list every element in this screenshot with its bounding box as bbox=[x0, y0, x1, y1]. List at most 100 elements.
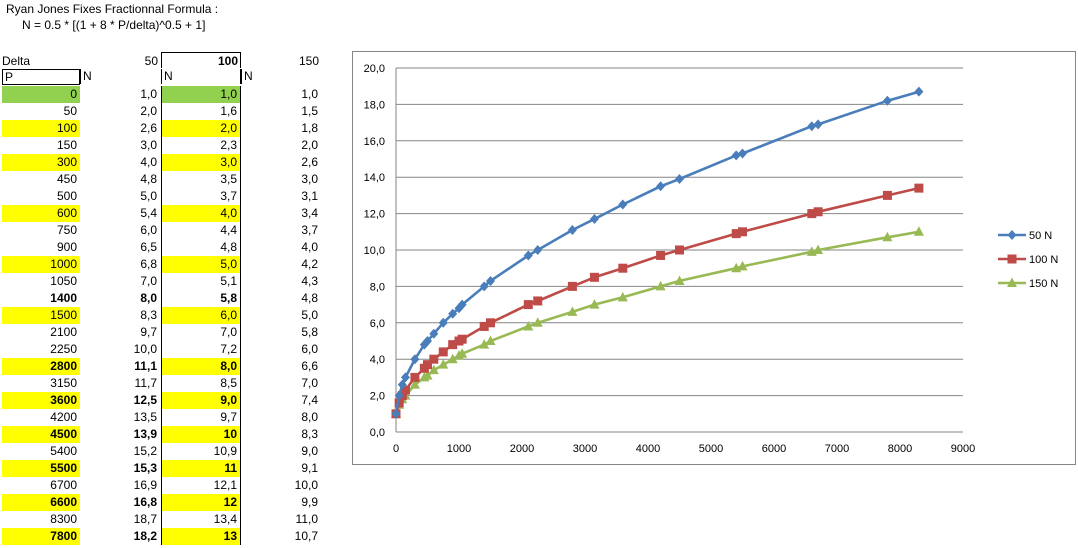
cell-p[interactable]: 3600 bbox=[2, 392, 80, 409]
cell-n-50[interactable]: 15,3 bbox=[133, 461, 157, 475]
cell-n-150[interactable]: 1,0 bbox=[301, 87, 318, 101]
cell-n-100[interactable]: 4,4 bbox=[161, 222, 241, 239]
cell-n-100[interactable]: 11 bbox=[161, 460, 241, 477]
cell-p[interactable]: 750 bbox=[56, 223, 77, 237]
cell-n-150[interactable]: 3,7 bbox=[301, 223, 318, 237]
cell-n-50[interactable]: 5,0 bbox=[140, 189, 157, 203]
cell-p[interactable]: 150 bbox=[56, 138, 77, 152]
cell-n-150[interactable]: 3,0 bbox=[301, 172, 318, 186]
cell-p[interactable]: 100 bbox=[2, 120, 80, 137]
cell-n-50[interactable]: 11,1 bbox=[134, 359, 157, 373]
cell-p[interactable]: 7800 bbox=[2, 528, 80, 545]
cell-n-50[interactable]: 6,5 bbox=[140, 240, 157, 254]
cell-n-50[interactable]: 8,0 bbox=[140, 291, 157, 305]
cell-n-50[interactable]: 13,9 bbox=[133, 427, 157, 441]
cell-p[interactable]: 900 bbox=[56, 240, 77, 254]
cell-n-50[interactable]: 16,8 bbox=[133, 495, 157, 509]
cell-n-50[interactable]: 4,0 bbox=[140, 155, 157, 169]
cell-n-150[interactable]: 5,8 bbox=[301, 325, 318, 339]
header-delta-150[interactable]: 150 bbox=[298, 54, 319, 68]
cell-n-50[interactable]: 18,2 bbox=[133, 529, 157, 543]
cell-n-100[interactable]: 1,0 bbox=[161, 86, 241, 103]
cell-n-150[interactable]: 2,0 bbox=[301, 138, 318, 152]
cell-n-50[interactable]: 6,8 bbox=[140, 257, 157, 271]
cell-n-150[interactable]: 9,9 bbox=[301, 495, 318, 509]
cell-n-100[interactable]: 13 bbox=[161, 528, 241, 545]
cell-p[interactable]: 8300 bbox=[50, 512, 77, 526]
header-delta-label[interactable]: Delta bbox=[2, 54, 31, 68]
cell-n-50[interactable]: 12,5 bbox=[133, 393, 157, 407]
cell-n-100[interactable]: 3,5 bbox=[161, 171, 241, 188]
header-delta-50[interactable]: 50 bbox=[144, 54, 158, 68]
subheader-n-150[interactable]: N bbox=[241, 69, 321, 84]
cell-p[interactable]: 2250 bbox=[50, 342, 77, 356]
header-delta-100[interactable]: 100 bbox=[161, 52, 241, 68]
cell-n-100[interactable]: 2,3 bbox=[161, 137, 241, 154]
cell-n-150[interactable]: 4,2 bbox=[301, 257, 318, 271]
cell-n-150[interactable]: 3,1 bbox=[301, 189, 318, 203]
cell-p[interactable]: 5400 bbox=[50, 444, 77, 458]
cell-n-150[interactable]: 4,8 bbox=[301, 291, 318, 305]
cell-n-100[interactable]: 3,0 bbox=[161, 154, 241, 171]
cell-p[interactable]: 2800 bbox=[2, 358, 80, 375]
cell-n-100[interactable]: 5,8 bbox=[161, 290, 241, 307]
cell-n-50[interactable]: 5,4 bbox=[140, 206, 157, 220]
cell-n-100[interactable]: 7,2 bbox=[161, 341, 241, 358]
cell-n-150[interactable]: 9,0 bbox=[301, 444, 318, 458]
cell-n-50[interactable]: 6,0 bbox=[140, 223, 157, 237]
cell-n-100[interactable]: 1,6 bbox=[161, 103, 241, 120]
cell-n-150[interactable]: 6,6 bbox=[301, 359, 318, 373]
cell-n-100[interactable]: 6,0 bbox=[161, 307, 241, 324]
cell-p[interactable]: 2100 bbox=[50, 325, 77, 339]
cell-n-50[interactable]: 1,0 bbox=[140, 87, 157, 101]
cell-n-50[interactable]: 2,0 bbox=[140, 104, 157, 118]
cell-p[interactable]: 1500 bbox=[2, 307, 80, 324]
cell-n-150[interactable]: 8,0 bbox=[301, 410, 318, 424]
cell-n-100[interactable]: 12,1 bbox=[161, 477, 241, 494]
cell-n-100[interactable]: 10 bbox=[161, 426, 241, 443]
cell-n-50[interactable]: 8,3 bbox=[140, 308, 157, 322]
cell-n-100[interactable]: 12 bbox=[161, 494, 241, 511]
cell-n-100[interactable]: 2,0 bbox=[161, 120, 241, 137]
cell-p[interactable]: 600 bbox=[2, 205, 80, 222]
cell-p[interactable]: 300 bbox=[2, 154, 80, 171]
cell-n-150[interactable]: 1,8 bbox=[301, 121, 318, 135]
cell-n-100[interactable]: 5,0 bbox=[161, 256, 241, 273]
cell-p[interactable]: 4500 bbox=[2, 426, 80, 443]
cell-n-150[interactable]: 7,0 bbox=[301, 376, 318, 390]
cell-n-100[interactable]: 8,0 bbox=[161, 358, 241, 375]
cell-n-100[interactable]: 5,1 bbox=[161, 273, 241, 290]
cell-n-100[interactable]: 9,0 bbox=[161, 392, 241, 409]
cell-n-100[interactable]: 4,8 bbox=[161, 239, 241, 256]
cell-n-100[interactable]: 7,0 bbox=[161, 324, 241, 341]
cell-n-50[interactable]: 18,7 bbox=[133, 512, 157, 526]
cell-p[interactable]: 1400 bbox=[50, 291, 77, 305]
cell-n-150[interactable]: 9,1 bbox=[301, 461, 318, 475]
cell-p[interactable]: 5500 bbox=[2, 460, 80, 477]
cell-n-100[interactable]: 10,9 bbox=[161, 443, 241, 460]
cell-n-50[interactable]: 11,7 bbox=[134, 376, 157, 390]
cell-n-50[interactable]: 9,7 bbox=[140, 325, 157, 339]
subheader-n-100[interactable]: N bbox=[161, 69, 241, 84]
cell-n-50[interactable]: 13,5 bbox=[133, 410, 157, 424]
cell-p[interactable]: 500 bbox=[56, 189, 77, 203]
cell-n-100[interactable]: 4,0 bbox=[161, 205, 241, 222]
cell-n-150[interactable]: 11,0 bbox=[295, 512, 318, 526]
cell-p[interactable]: 1050 bbox=[50, 274, 77, 288]
cell-n-150[interactable]: 6,0 bbox=[301, 342, 318, 356]
cell-n-50[interactable]: 2,6 bbox=[140, 121, 157, 135]
cell-n-150[interactable]: 4,0 bbox=[301, 240, 318, 254]
cell-n-150[interactable]: 10,0 bbox=[294, 478, 318, 492]
cell-n-100[interactable]: 9,7 bbox=[161, 409, 241, 426]
cell-n-150[interactable]: 3,4 bbox=[301, 206, 318, 220]
cell-n-100[interactable]: 13,4 bbox=[161, 511, 241, 528]
cell-p[interactable]: 6600 bbox=[2, 494, 80, 511]
cell-n-150[interactable]: 1,5 bbox=[301, 104, 318, 118]
cell-n-50[interactable]: 7,0 bbox=[140, 274, 157, 288]
cell-n-50[interactable]: 16,9 bbox=[133, 478, 157, 492]
cell-p[interactable]: 1000 bbox=[2, 256, 80, 273]
cell-n-150[interactable]: 4,3 bbox=[301, 274, 318, 288]
cell-n-150[interactable]: 7,4 bbox=[301, 393, 318, 407]
cell-n-100[interactable]: 3,7 bbox=[161, 188, 241, 205]
cell-p[interactable]: 450 bbox=[56, 172, 77, 186]
